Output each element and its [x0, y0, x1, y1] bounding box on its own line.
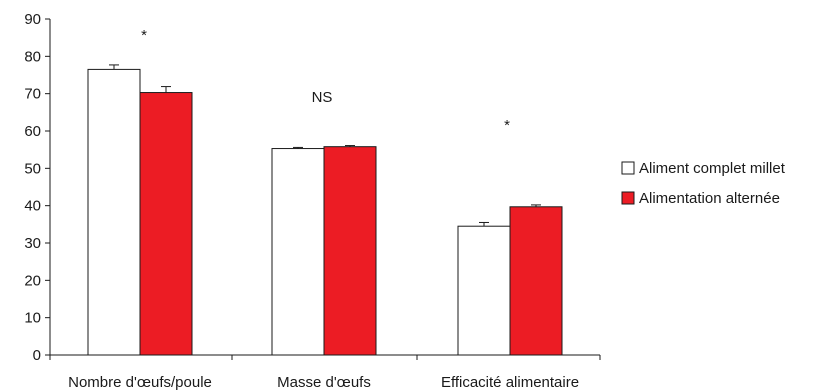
- x-category-label: Efficacité alimentaire: [441, 374, 579, 391]
- legend-label: Alimentation alternée: [639, 190, 780, 207]
- bar: [323, 146, 377, 356]
- y-tick-label: 40: [24, 198, 41, 215]
- bars: [87, 64, 563, 356]
- y-tick-label: 80: [24, 48, 41, 65]
- bar: [139, 92, 193, 356]
- y-tick-label: 0: [33, 347, 41, 364]
- axes: 0 10 20 30 40 50 60 70 80 90: [24, 11, 601, 364]
- labels: Nombre d'œufs/poule * Masse d'œufs NS Effica…: [68, 27, 579, 391]
- legend-label: Aliment complet millet: [639, 160, 786, 177]
- y-tick-label: 20: [24, 272, 41, 289]
- bar: [509, 206, 563, 356]
- significance-annotation: NS: [312, 89, 333, 106]
- legend-swatch: [621, 161, 635, 175]
- bar: [271, 148, 325, 356]
- x-category-label: Nombre d'œufs/poule: [68, 374, 212, 391]
- legend-swatch: [621, 191, 635, 205]
- y-tick-label: 10: [24, 310, 41, 327]
- y-tick-label: 50: [24, 160, 41, 177]
- y-tick-label: 30: [24, 235, 41, 252]
- y-tick-label: 70: [24, 86, 41, 103]
- significance-annotation: *: [504, 117, 510, 134]
- x-category-label: Masse d'œufs: [277, 374, 371, 391]
- bar: [457, 225, 511, 356]
- legend: Aliment complet millet Alimentation alter…: [621, 160, 786, 207]
- y-tick-label: 90: [24, 11, 41, 28]
- y-tick-label: 60: [24, 123, 41, 140]
- bar: [87, 68, 141, 356]
- significance-annotation: *: [141, 27, 147, 44]
